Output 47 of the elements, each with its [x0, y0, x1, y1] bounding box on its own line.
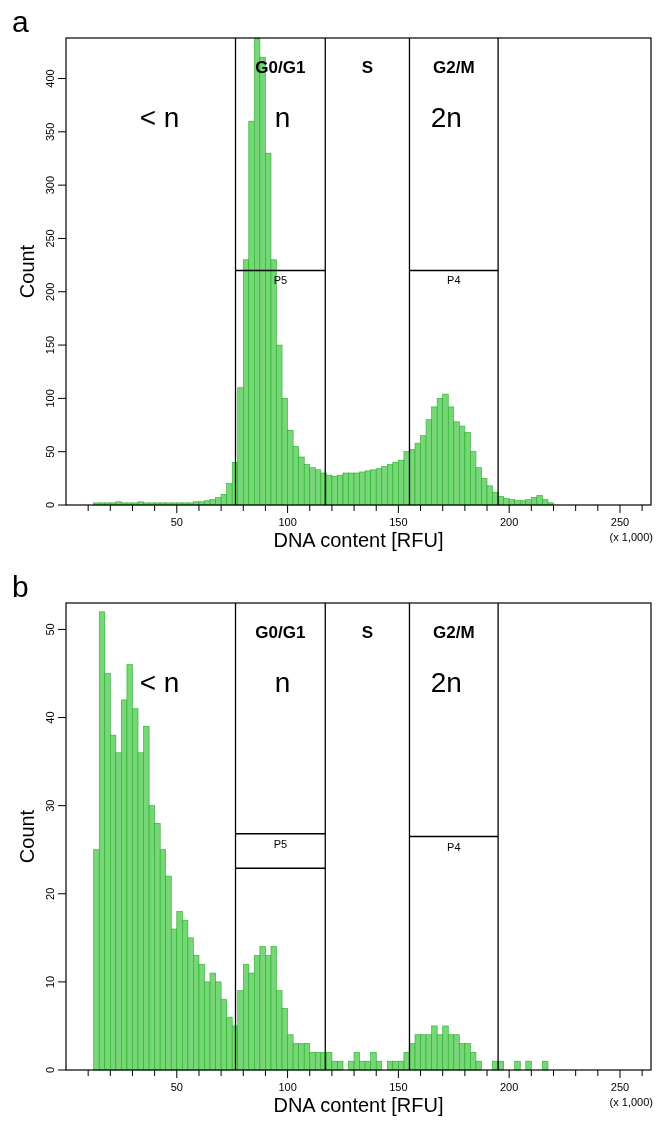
- x-axis-title: DNA content [RFU]: [273, 529, 444, 551]
- x-tick-label: 250: [610, 516, 630, 528]
- y-tick-label: 30: [44, 799, 56, 812]
- ref-line-label: G2/M: [433, 58, 475, 77]
- ref-line-label: G0/G1: [255, 623, 306, 642]
- y-axis-title: Count: [16, 244, 38, 299]
- annotation: n: [274, 666, 291, 698]
- y-tick-label: 0: [44, 501, 56, 509]
- text: (x 1,000): [609, 531, 653, 543]
- x-tick-label: 250: [610, 1081, 630, 1093]
- text: (x 1,000): [609, 1096, 653, 1108]
- annotation: n: [274, 101, 291, 133]
- y-tick-label: 150: [44, 335, 56, 355]
- ref-line-label: G2/M: [433, 623, 475, 642]
- chart-title: a: [12, 5, 29, 38]
- x-tick-label: 200: [500, 1081, 519, 1093]
- x-tick-label: 150: [389, 1081, 408, 1093]
- annotation: 2n: [430, 666, 462, 698]
- y-tick-label: 50: [44, 623, 56, 636]
- y-tick-label: 10: [44, 975, 56, 989]
- y-tick-label: 50: [44, 445, 56, 458]
- series-label: P4: [447, 840, 461, 853]
- y-tick-label: 0: [44, 1066, 56, 1074]
- y-tick-label: 250: [44, 229, 56, 248]
- ref-line-label: S: [361, 58, 374, 77]
- y-axis-title: Count: [16, 809, 38, 864]
- ref-line-label: S: [361, 623, 374, 642]
- y-tick-label: 200: [44, 282, 56, 301]
- x-tick-label: 50: [170, 516, 183, 528]
- annotation: < n: [139, 101, 180, 133]
- x-tick-label: 150: [389, 516, 408, 528]
- x-tick-label: 100: [278, 516, 297, 528]
- y-tick-label: 20: [44, 887, 56, 900]
- x-axis-title: DNA content [RFU]: [273, 1094, 444, 1116]
- y-tick-label: 40: [44, 711, 56, 724]
- x-tick-label: 50: [170, 1081, 183, 1093]
- y-tick-label: 300: [44, 175, 56, 195]
- y-tick-label: 350: [44, 122, 56, 142]
- annotation: 2n: [430, 101, 462, 133]
- series-label: P4: [447, 274, 461, 287]
- x-tick-label: 200: [500, 516, 519, 528]
- chart-title: b: [12, 570, 29, 603]
- y-tick-label: 100: [44, 389, 56, 408]
- y-tick-label: 400: [44, 69, 56, 88]
- x-tick-label: 100: [278, 1081, 297, 1093]
- series-label: P5: [273, 837, 288, 850]
- annotation: < n: [139, 666, 180, 698]
